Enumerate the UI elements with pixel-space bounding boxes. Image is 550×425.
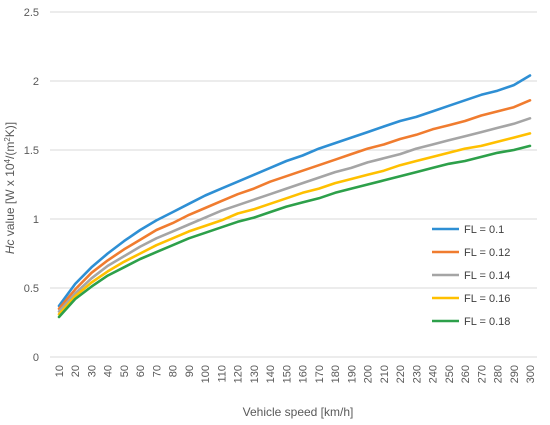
x-axis-ticks: 10 20 30 40 50 60 70 80 90 100 110 120 130 140 150 160 1… [54, 365, 537, 383]
legend-label-1: FL = 0.1 [464, 224, 504, 236]
x-tick-label: 20 [70, 365, 82, 377]
y-axis-title-end: K)] [3, 122, 17, 137]
series-lines [57, 74, 532, 319]
series-line-3 [57, 117, 532, 313]
y-axis-title-rest: value [W x 10 [3, 163, 17, 239]
legend-label-4: FL = 0.16 [464, 293, 510, 305]
x-tick-label: 300 [525, 365, 537, 383]
x-tick-label: 50 [119, 365, 131, 377]
x-tick-label: 210 [379, 365, 391, 383]
x-tick-label: 30 [86, 365, 98, 377]
x-tick-label: 60 [135, 365, 147, 377]
y-axis-title-mid: /(m [3, 142, 17, 159]
series-line-2 [57, 99, 532, 311]
gridlines [50, 11, 537, 358]
y-tick-label: 0 [33, 352, 39, 364]
x-tick-label: 250 [444, 365, 456, 383]
x-tick-label: 190 [346, 365, 358, 383]
legend: FL = 0.1 FL = 0.12 FL = 0.14 FL = 0.16 FL = … [432, 224, 510, 328]
x-tick-label: 270 [476, 365, 488, 383]
y-tick-label: 2.5 [24, 7, 39, 19]
legend-label-2: FL = 0.12 [464, 247, 510, 259]
x-tick-label: 160 [298, 365, 310, 383]
x-tick-label: 10 [54, 365, 66, 377]
y-tick-label: 1.5 [24, 145, 39, 157]
x-tick-label: 110 [216, 365, 228, 383]
y-axis-title-sup1: 4 [3, 158, 12, 163]
y-tick-label: 1 [33, 214, 39, 226]
series-line-1 [57, 74, 532, 308]
y-axis-title-sup2: 2 [3, 137, 12, 142]
x-tick-label: 130 [249, 365, 261, 383]
x-tick-label: 120 [233, 365, 245, 383]
x-tick-label: 240 [428, 365, 440, 383]
x-tick-label: 170 [314, 365, 326, 383]
y-axis-title: Hc value [W x 104/(m2K)] [3, 122, 18, 254]
y-tick-label: 0.5 [24, 283, 39, 295]
legend-label-5: FL = 0.18 [464, 316, 510, 328]
y-tick-label: 2 [33, 76, 39, 88]
x-tick-label: 220 [395, 365, 407, 383]
x-tick-label: 290 [509, 365, 521, 383]
y-axis-title-italic: Hc [3, 239, 17, 254]
x-tick-label: 80 [168, 365, 180, 377]
x-tick-label: 70 [151, 365, 163, 377]
x-tick-label: 150 [281, 365, 293, 383]
y-axis-ticks: 0 0.5 1 1.5 2 2.5 [24, 7, 39, 364]
x-tick-label: 230 [411, 365, 423, 383]
x-tick-label: 140 [265, 365, 277, 383]
x-axis-title: Vehicle speed [km/h] [243, 405, 354, 419]
x-tick-label: 260 [460, 365, 472, 383]
x-tick-label: 100 [200, 365, 212, 383]
x-tick-label: 200 [363, 365, 375, 383]
x-tick-label: 90 [184, 365, 196, 377]
legend-label-3: FL = 0.14 [464, 270, 510, 282]
series-line-4 [57, 132, 532, 316]
x-tick-label: 280 [493, 365, 505, 383]
x-tick-label: 40 [103, 365, 115, 377]
x-tick-label: 180 [330, 365, 342, 383]
series-line-5 [57, 144, 532, 319]
